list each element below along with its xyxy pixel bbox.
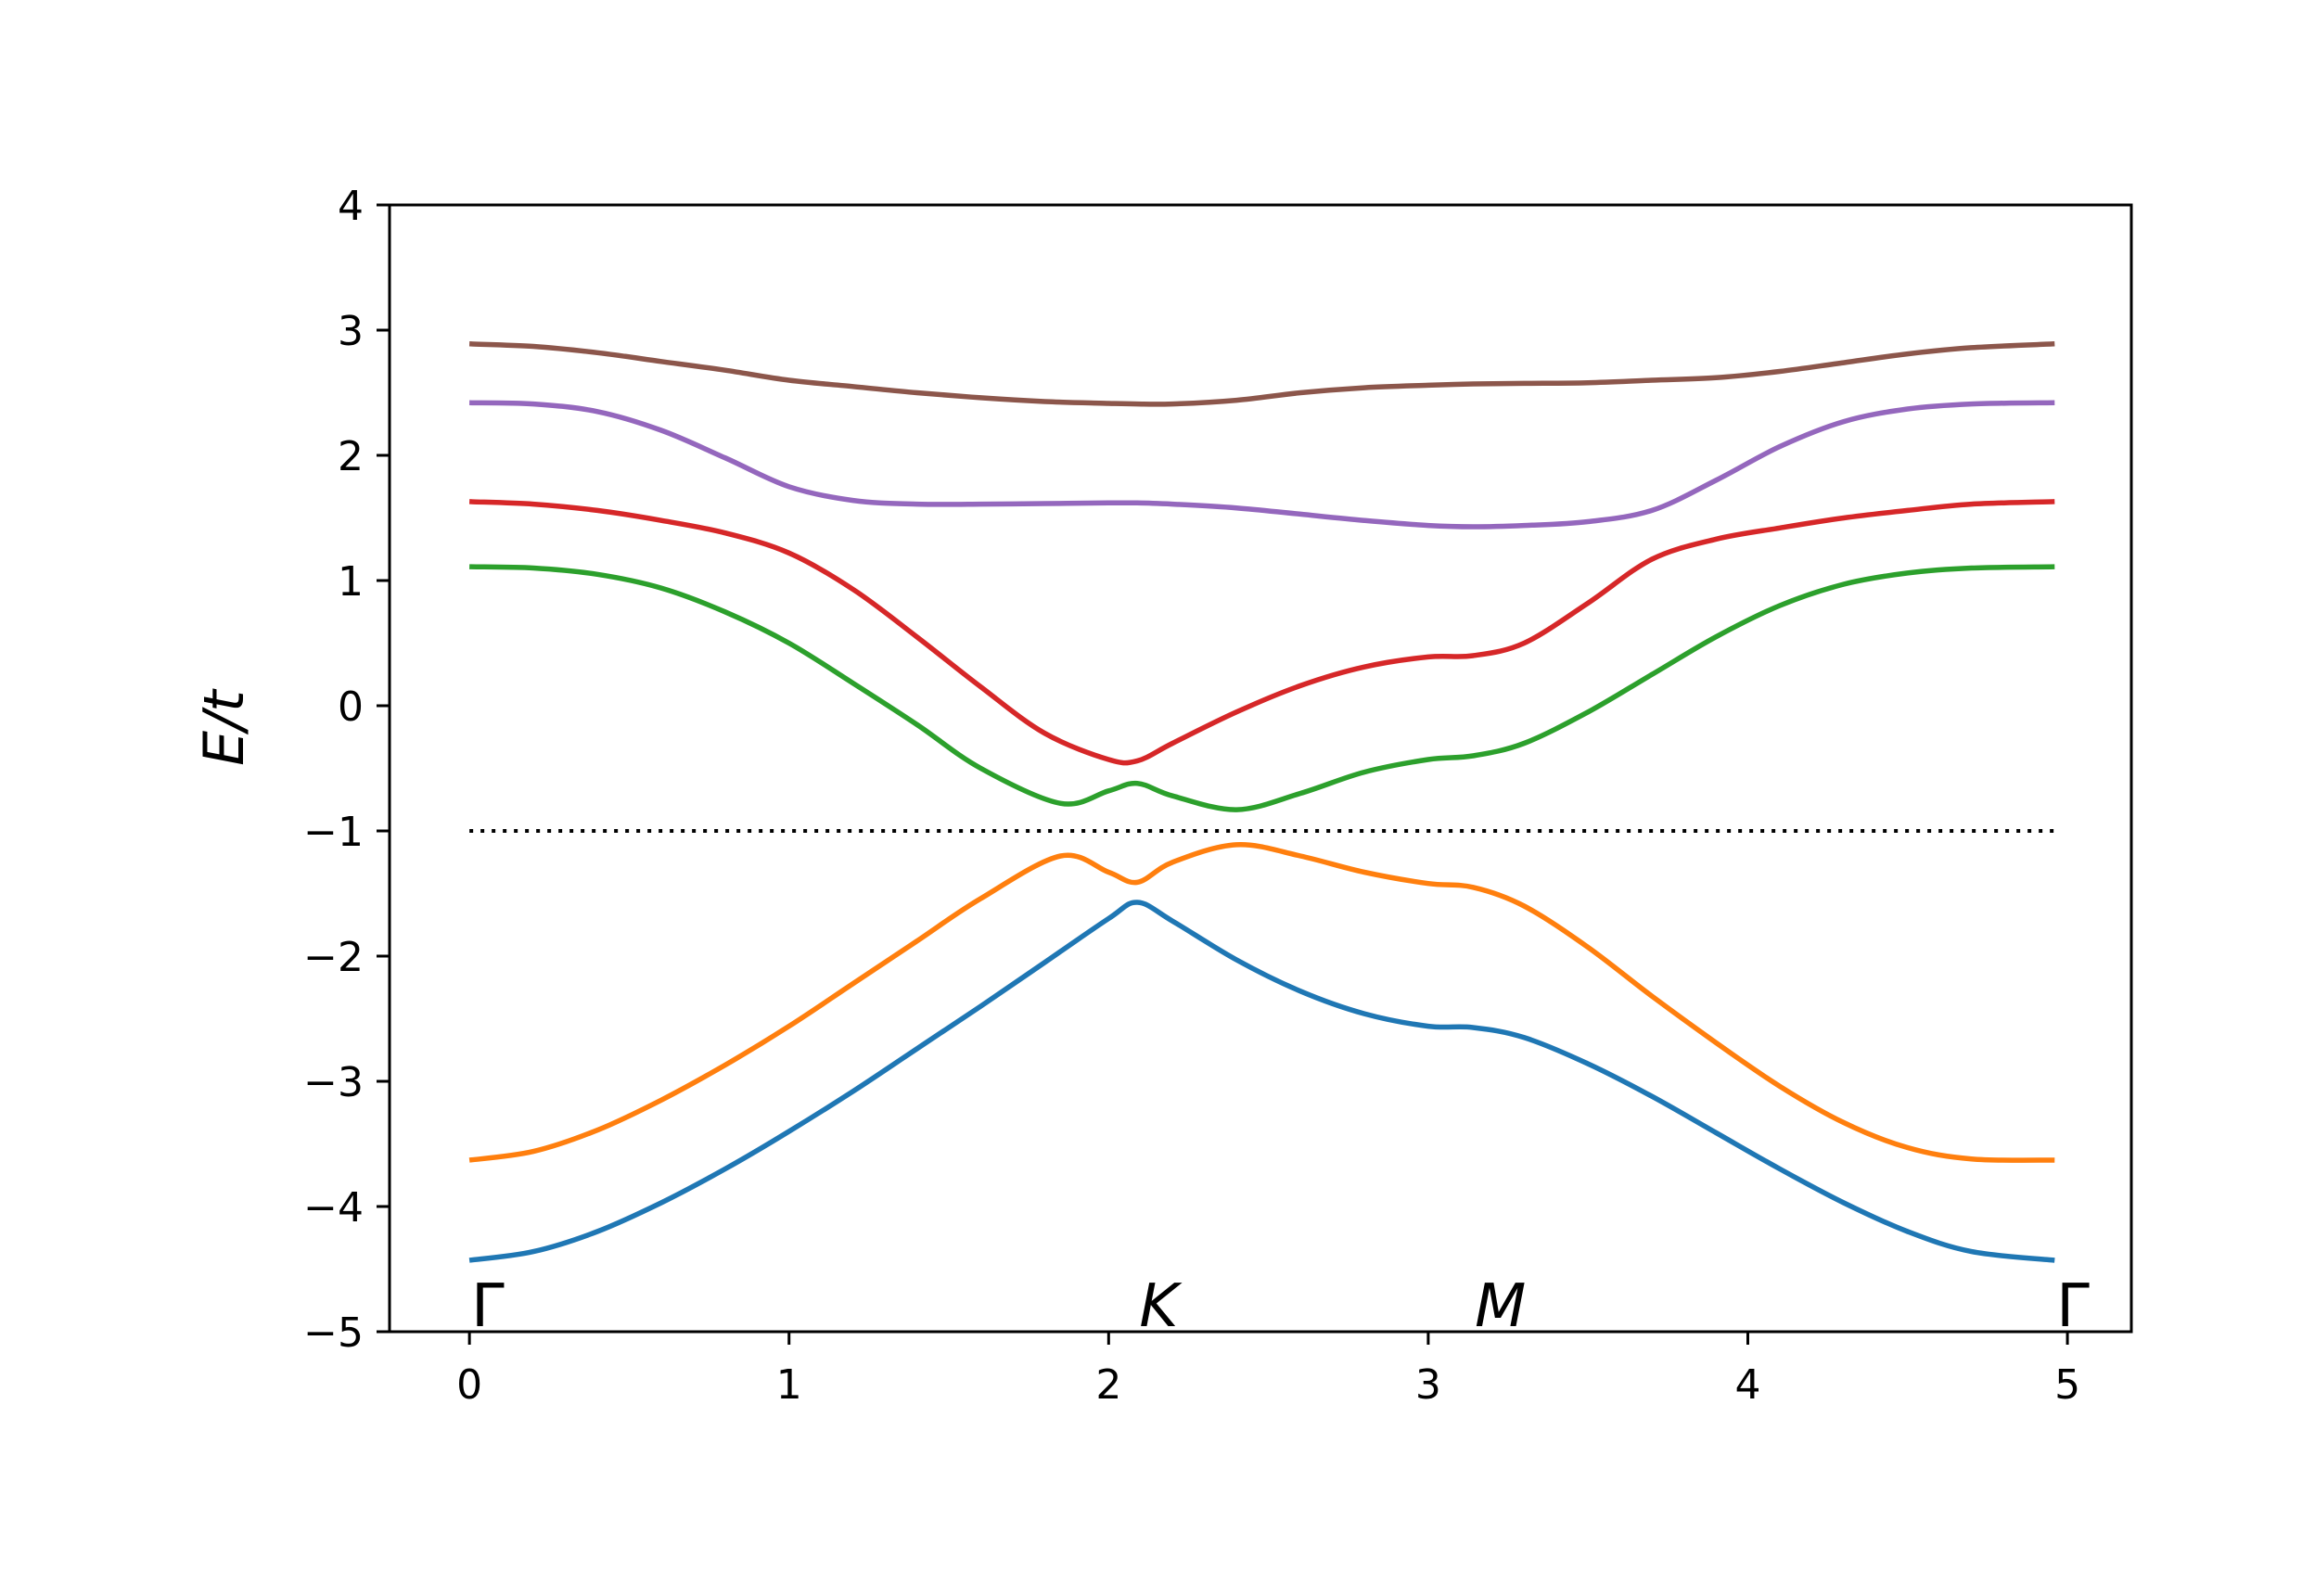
- y-tick-label: 4: [338, 183, 364, 230]
- kpoint-label: Γ: [471, 1272, 505, 1341]
- y-tick-label: −1: [303, 809, 364, 856]
- band-3-line: [469, 564, 2055, 812]
- kpoint-label: Γ: [2056, 1272, 2090, 1341]
- y-tick-label: −4: [303, 1184, 364, 1232]
- band-2-line: [468, 842, 2055, 1163]
- y-tick-label: −5: [303, 1309, 364, 1357]
- y-tick-label: −3: [303, 1059, 364, 1106]
- y-tick-label: 0: [338, 683, 364, 731]
- x-tick-label: 5: [2054, 1361, 2080, 1409]
- axes-frame: [388, 203, 2133, 1334]
- plot-area: 0 1 2 3 4 5 −5 −4 −3 −2 −1 0 1 2 3 4 Γ K M Γ: [303, 183, 2133, 1409]
- band-6-line: [468, 341, 2055, 407]
- y-tick-label: −2: [303, 934, 364, 981]
- x-tick-label: 4: [1734, 1361, 1760, 1409]
- y-axis-label: E/t: [192, 688, 257, 766]
- x-tick-label: 2: [1095, 1361, 1121, 1409]
- x-tick-label: 1: [776, 1361, 802, 1409]
- band-4-line: [468, 499, 2055, 766]
- y-tick-label: 3: [338, 308, 364, 355]
- x-tick-label: 3: [1415, 1361, 1441, 1409]
- x-tick-label: 0: [456, 1361, 482, 1409]
- band-1-line: [468, 900, 2055, 1263]
- kpoint-label: K: [1139, 1272, 1183, 1341]
- band-5-line: [469, 400, 2055, 530]
- y-tick-label: 2: [338, 433, 364, 480]
- y-tick-label: 1: [338, 558, 364, 606]
- kpoint-label: M: [1475, 1272, 1526, 1341]
